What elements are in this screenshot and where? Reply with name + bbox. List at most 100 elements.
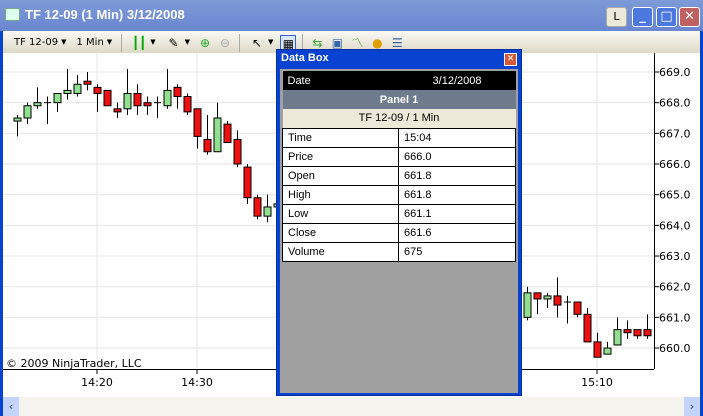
horizontal-scrollbar[interactable]: ‹ › <box>3 397 700 416</box>
table-row: Low 661.1 <box>282 203 516 224</box>
row-label: High <box>282 184 399 205</box>
instrument-icon[interactable]: ⇆ <box>312 35 323 50</box>
drawing-tools-button[interactable]: ✎ ▼ <box>163 33 193 52</box>
toolbar-separator <box>238 33 240 52</box>
candle-body <box>103 89 112 107</box>
row-value: 15:04 <box>398 127 516 148</box>
chart-style-button[interactable]: ┃┃ ▼ <box>128 33 158 52</box>
table-row: Volume 675 <box>282 241 516 262</box>
row-value: 661.1 <box>398 203 516 224</box>
candle-body <box>633 329 642 337</box>
toolbar-separator <box>121 33 123 52</box>
toolbar-separator <box>302 33 304 52</box>
candle-body <box>553 295 562 306</box>
candle-body <box>583 313 592 343</box>
y-tick-label: 661.0 <box>659 311 691 324</box>
data-box-body: Date 3/12/2008 Panel 1 TF 12-09 / 1 Min T… <box>280 69 518 393</box>
candle-body <box>603 347 612 355</box>
chart-app-icon <box>5 8 20 21</box>
candle-body <box>33 102 42 107</box>
candle-body <box>263 206 272 217</box>
candle-body <box>213 117 222 153</box>
chevron-down-icon: ▼ <box>150 38 156 46</box>
copyright-text: © 2009 NinjaTrader, LLC <box>6 357 142 370</box>
candle-body <box>53 92 62 104</box>
y-tick-label: 662.0 <box>659 281 691 294</box>
candle-body <box>243 166 252 199</box>
candle-body <box>593 341 602 358</box>
candle-body <box>183 96 192 113</box>
chevron-down-icon: ▼ <box>106 38 113 46</box>
y-tick-label: 668.0 <box>659 97 691 110</box>
table-row: Close 661.6 <box>282 222 516 243</box>
candle-body <box>93 86 102 94</box>
row-value: 661.8 <box>398 165 516 186</box>
strategies-icon[interactable]: ● <box>372 35 383 50</box>
row-label: Price <box>282 146 399 167</box>
data-box-window[interactable]: Data Box ✕ Date 3/12/2008 Panel 1 TF 12-0… <box>276 49 522 396</box>
candle-body <box>113 108 122 113</box>
instrument-row: TF 12-09 / 1 Min <box>282 109 516 128</box>
indicators-icon[interactable]: 〽 <box>351 35 364 50</box>
y-tick-label: 660.0 <box>659 342 691 355</box>
y-tick-label: 666.0 <box>659 158 691 171</box>
zoom-out-icon[interactable]: ⊖ <box>219 35 230 50</box>
minimize-button[interactable]: _ <box>632 7 653 27</box>
candle-body <box>143 102 152 107</box>
table-row: Time 15:04 <box>282 127 516 148</box>
y-tick-label: 664.0 <box>659 219 691 232</box>
data-box-title: Data Box <box>281 52 329 64</box>
chevron-down-icon: ▼ <box>184 38 190 46</box>
y-tick-label: 665.0 <box>659 189 691 202</box>
panel-label: Panel 1 <box>379 93 419 106</box>
candle-body <box>13 117 22 122</box>
candle-body <box>613 329 622 346</box>
candle-body <box>573 301 582 315</box>
x-tick-label: 14:20 <box>81 376 113 389</box>
candle-body <box>533 292 542 300</box>
properties-icon[interactable]: ▣ <box>331 35 344 50</box>
row-value: 675 <box>398 241 516 262</box>
data-box-icon[interactable]: ▦ <box>280 34 297 51</box>
candle-body <box>523 292 532 318</box>
link-button[interactable]: L <box>606 7 627 27</box>
candle-body <box>73 83 82 94</box>
close-button[interactable]: ✕ <box>679 7 700 27</box>
order-icon[interactable]: ☰ <box>391 35 403 50</box>
x-tick-label: 15:10 <box>581 376 613 389</box>
candle-body <box>233 138 242 165</box>
panel-row: Panel 1 <box>282 90 516 109</box>
row-label: Volume <box>282 241 399 262</box>
candle-body <box>163 89 172 107</box>
candle-body <box>193 108 202 137</box>
cursor-button[interactable]: ↖ ▼ <box>246 33 276 52</box>
chevron-down-icon: ▼ <box>61 38 67 46</box>
pencil-icon: ✎ <box>168 35 179 50</box>
y-tick-label: 669.0 <box>659 66 691 79</box>
candle-body <box>623 329 632 334</box>
chevron-down-icon: ▼ <box>267 38 274 46</box>
table-row: Price 666.0 <box>282 146 516 167</box>
zoom-in-icon[interactable]: ⊕ <box>199 35 210 50</box>
row-label: Close <box>282 222 399 243</box>
maximize-button[interactable]: □ <box>656 7 677 27</box>
x-tick-label: 14:30 <box>181 376 213 389</box>
data-box-close-button[interactable]: ✕ <box>504 53 517 66</box>
interval-label: 1 Min <box>76 37 104 48</box>
candle-body <box>63 89 72 94</box>
cursor-icon: ↖ <box>251 35 262 50</box>
candle-body <box>23 105 32 119</box>
candle-body <box>133 92 142 107</box>
row-label: Open <box>282 165 399 186</box>
row-label: Low <box>282 203 399 224</box>
title-bar: TF 12-09 (1 Min) 3/12/2008 L _ □ ✕ <box>0 0 703 31</box>
date-label: Date <box>287 74 311 87</box>
scroll-right-arrow-icon[interactable]: › <box>684 397 700 416</box>
table-row: Open 661.8 <box>282 165 516 186</box>
scroll-left-arrow-icon[interactable]: ‹ <box>3 397 19 416</box>
interval-selector[interactable]: 1 Min ▼ <box>74 33 116 52</box>
instrument-selector[interactable]: TF 12-09 ▼ <box>11 33 70 52</box>
y-tick-label: 667.0 <box>659 127 691 140</box>
candle-body <box>253 197 262 217</box>
candle-body <box>123 92 132 110</box>
